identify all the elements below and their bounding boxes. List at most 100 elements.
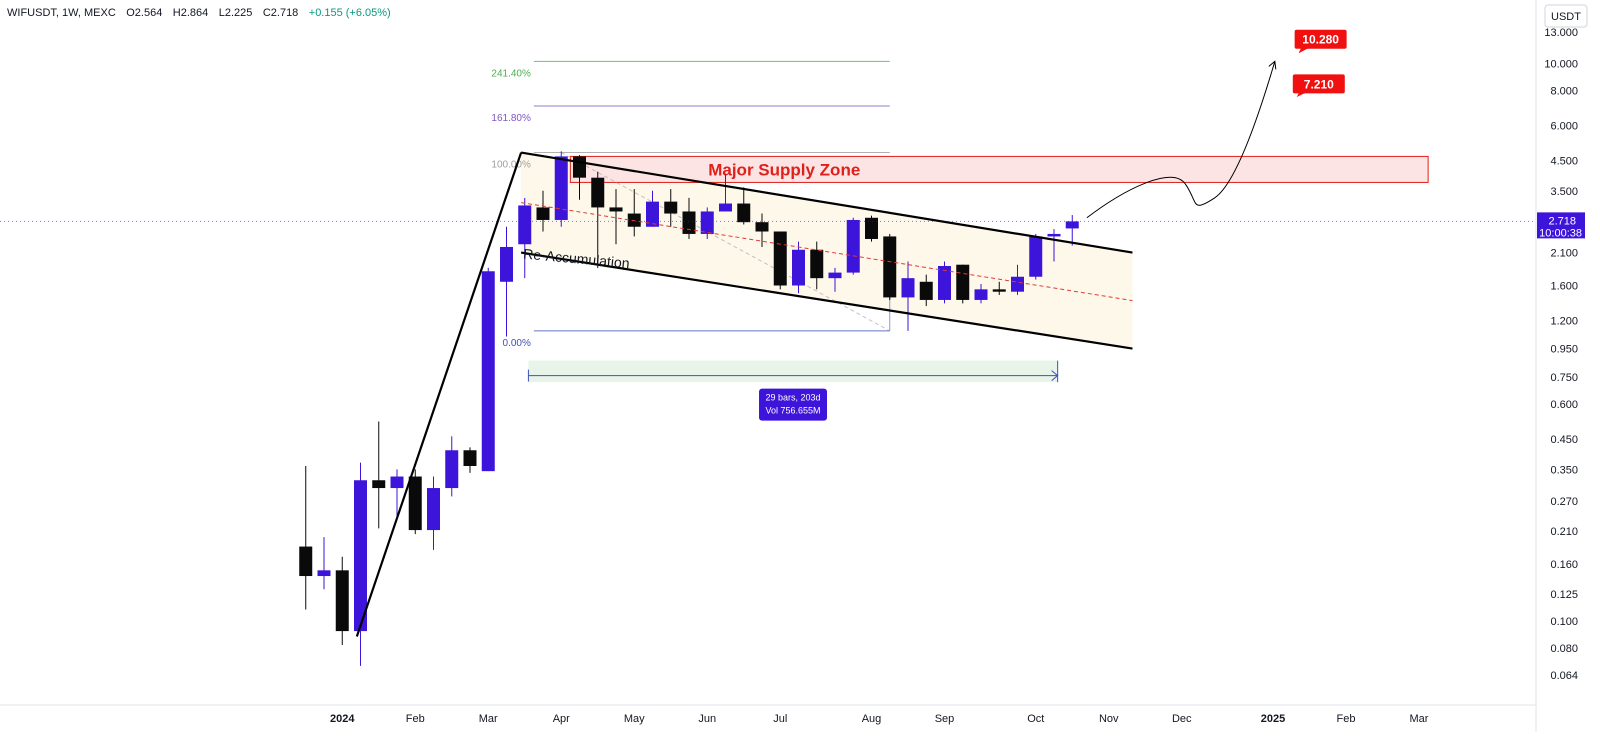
price-tick-label: 0.210: [1550, 526, 1578, 538]
candle-body: [810, 249, 824, 279]
projection-path: [1086, 61, 1276, 219]
time-tick-label: Jun: [698, 713, 716, 725]
time-tick-label: Nov: [1099, 713, 1119, 725]
price-tick-label: 1.600: [1550, 280, 1578, 292]
price-tick-label: 0.125: [1550, 589, 1578, 601]
candle-body: [573, 156, 586, 178]
candle-body: [536, 207, 550, 220]
candle-body: [1029, 236, 1043, 277]
channel-upper-line: [520, 151, 1133, 254]
channel-lower-line: [520, 251, 1133, 350]
candle-body: [682, 211, 696, 234]
unit-label: USDT: [1551, 11, 1581, 23]
unit-box[interactable]: [1544, 4, 1588, 28]
fib-label: 161.80%: [491, 113, 531, 124]
supply-zone-box: [569, 155, 1429, 183]
measure-badge: [759, 388, 828, 421]
high-value: H2.864: [173, 7, 208, 19]
last-price-value: 2.718: [1548, 215, 1576, 227]
price-tick-label: 0.350: [1550, 464, 1578, 476]
candle-body: [1047, 233, 1061, 237]
candle-body: [919, 281, 933, 300]
price-tick-label: 0.270: [1550, 496, 1578, 508]
price-tick-label: 0.080: [1550, 643, 1578, 655]
price-tick-label: 0.100: [1550, 616, 1578, 628]
candle-body: [956, 264, 970, 300]
projection-arrow: [1268, 60, 1277, 70]
candle-body: [445, 450, 459, 489]
candle-body: [938, 265, 951, 300]
last-price-countdown: 10:00:38: [1539, 227, 1582, 239]
candle-body: [481, 271, 495, 472]
candle-body: [719, 203, 732, 212]
target-label: 10.280: [1302, 33, 1339, 47]
price-tick-label: 3.500: [1550, 186, 1578, 198]
candle-body: [846, 219, 860, 273]
candles-layer: [299, 151, 1079, 666]
candle-body: [427, 488, 440, 531]
supply-zone-label: Major Supply Zone: [708, 160, 860, 179]
time-tick-label: May: [624, 713, 645, 725]
candle-body: [609, 207, 623, 212]
candle-body: [1011, 276, 1024, 292]
candle-body: [755, 222, 769, 232]
price-tick-label: 0.450: [1550, 434, 1578, 446]
price-tick-label: 0.160: [1550, 559, 1578, 571]
time-tick-label: Sep: [935, 713, 955, 725]
price-tick-label: 0.064: [1550, 670, 1578, 682]
candle-body: [299, 546, 313, 577]
time-tick-label: Dec: [1172, 713, 1192, 725]
price-tick-label: 1.200: [1550, 315, 1578, 327]
price-tick-label: 4.500: [1550, 155, 1578, 167]
price-tick-label: 0.950: [1550, 344, 1578, 356]
target-box: [1292, 74, 1345, 94]
price-tick-label: 0.750: [1550, 372, 1578, 384]
change-value: +0.155 (+6.05%): [309, 7, 391, 19]
price-tick-label: 6.000: [1550, 121, 1578, 133]
candle-body: [500, 246, 513, 282]
fib-label: 0.00%: [503, 338, 531, 349]
candle-body: [883, 236, 897, 298]
chart-header: WIFUSDT, 1W, MEXC O2.564 H2.864 L2.225 C…: [7, 3, 391, 20]
candle-body: [518, 205, 532, 245]
candle-body: [865, 217, 878, 239]
candle-body: [646, 201, 659, 227]
price-tick-label: 10.000: [1544, 59, 1578, 71]
channel-midline: [521, 202, 1133, 302]
candle-body: [1065, 221, 1079, 229]
time-tick-label: Feb: [406, 713, 425, 725]
candle-body: [372, 480, 386, 489]
measure-bars-label: 29 bars, 203d: [766, 393, 821, 403]
candle-body: [901, 278, 915, 298]
candle-body: [828, 272, 842, 279]
time-tick-label: Feb: [1337, 713, 1356, 725]
candle-body: [992, 289, 1006, 292]
time-tick-label: Jul: [773, 713, 787, 725]
candle-body: [354, 480, 367, 632]
candle-body: [627, 213, 641, 227]
low-value: L2.225: [219, 7, 253, 19]
last-price-badge: [1537, 212, 1585, 239]
impulse-line: [355, 152, 523, 637]
candle-body: [335, 570, 349, 632]
price-tick-label: 0.600: [1550, 399, 1578, 411]
candle-body: [591, 177, 605, 208]
time-tick-label: 2025: [1261, 713, 1285, 725]
annotation-layer-back: Major Supply Zone 241.40% 161.80% 100.00% 0.…: [491, 60, 1429, 421]
time-tick-label: Aug: [862, 713, 882, 725]
time-axis: 2024 Feb Mar Apr May Jun Jul Aug Sep Oct Nov Dec 202…: [330, 713, 1429, 725]
candle-body: [737, 203, 751, 223]
target-label: 7.210: [1304, 77, 1334, 91]
candle-body: [463, 450, 477, 466]
measure-volume-label: Vol 756.655M: [766, 406, 821, 416]
open-value: O2.564: [126, 7, 162, 19]
time-tick-label: Mar: [479, 713, 498, 725]
close-value: C2.718: [263, 7, 298, 19]
candle-body: [792, 249, 805, 286]
symbol-label: WIFUSDT, 1W, MEXC: [7, 7, 116, 19]
time-tick-label: Oct: [1027, 713, 1044, 725]
candle-body: [408, 476, 422, 531]
